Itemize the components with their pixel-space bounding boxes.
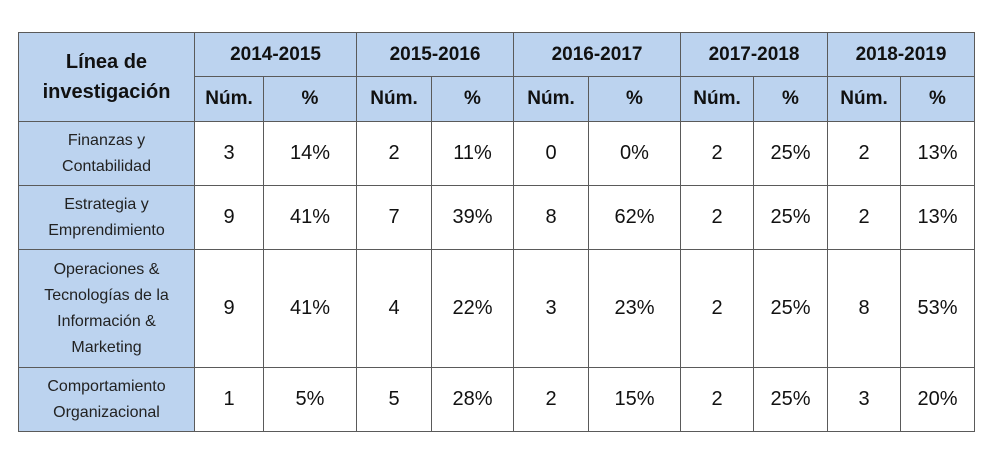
research-lines-table-container: Línea de investigación 2014-2015 2015-20… bbox=[18, 32, 975, 432]
count-cell: 2 bbox=[680, 185, 754, 250]
count-cell: 1 bbox=[194, 367, 264, 432]
count-cell: 8 bbox=[513, 185, 589, 250]
percent-cell: 13% bbox=[900, 121, 975, 186]
count-subheader: Núm. bbox=[827, 76, 901, 122]
research-lines-table: Línea de investigación 2014-2015 2015-20… bbox=[18, 32, 975, 432]
research-line-label: Operaciones & Tecnologías de la Informació… bbox=[18, 249, 195, 368]
count-cell: 2 bbox=[827, 185, 901, 250]
percent-cell: 25% bbox=[753, 121, 828, 186]
percent-subheader: % bbox=[588, 76, 681, 122]
year-header-2017-2018: 2017-2018 bbox=[680, 32, 828, 77]
count-cell: 5 bbox=[356, 367, 432, 432]
year-header-2015-2016: 2015-2016 bbox=[356, 32, 514, 77]
count-cell: 3 bbox=[194, 121, 264, 186]
count-subheader: Núm. bbox=[680, 76, 754, 122]
count-cell: 9 bbox=[194, 249, 264, 368]
percent-cell: 13% bbox=[900, 185, 975, 250]
count-cell: 2 bbox=[513, 367, 589, 432]
percent-cell: 53% bbox=[900, 249, 975, 368]
year-header-2016-2017: 2016-2017 bbox=[513, 32, 681, 77]
percent-cell: 23% bbox=[588, 249, 681, 368]
research-line-label-line: Marketing bbox=[71, 338, 142, 356]
count-cell: 0 bbox=[513, 121, 589, 186]
count-cell: 2 bbox=[680, 121, 754, 186]
percent-cell: 0% bbox=[588, 121, 681, 186]
count-subheader: Núm. bbox=[194, 76, 264, 122]
percent-cell: 15% bbox=[588, 367, 681, 432]
research-line-label-line: Estrategia y bbox=[64, 195, 149, 213]
count-subheader: Núm. bbox=[356, 76, 432, 122]
percent-cell: 25% bbox=[753, 249, 828, 368]
table-row: Estrategia y Emprendimiento 9 41% 7 39% 8 62% 2 2… bbox=[18, 185, 975, 250]
count-cell: 2 bbox=[827, 121, 901, 186]
research-line-label-line: Información & bbox=[57, 312, 156, 330]
table-row: Comportamiento Organizacional 1 5% 5 28% 2 15% 2… bbox=[18, 367, 975, 432]
percent-cell: 14% bbox=[263, 121, 357, 186]
count-cell: 2 bbox=[356, 121, 432, 186]
research-line-label-line: Emprendimiento bbox=[48, 221, 165, 239]
count-cell: 2 bbox=[680, 367, 754, 432]
table-row: Operaciones & Tecnologías de la Informació… bbox=[18, 249, 975, 368]
research-line-label: Comportamiento Organizacional bbox=[18, 367, 195, 432]
count-cell: 4 bbox=[356, 249, 432, 368]
research-line-label-line: Tecnologías de la bbox=[44, 286, 169, 304]
research-line-label: Estrategia y Emprendimiento bbox=[18, 185, 195, 250]
percent-cell: 11% bbox=[431, 121, 514, 186]
percent-cell: 28% bbox=[431, 367, 514, 432]
subheader-row: Núm. % Núm. % Núm. % Núm. % Núm. % bbox=[19, 76, 975, 122]
percent-subheader: % bbox=[753, 76, 828, 122]
research-line-label-line: Comportamiento bbox=[47, 377, 166, 395]
table-body: Finanzas y Contabilidad 3 14% 2 11% 0 0% 2 25% 2 13… bbox=[18, 121, 975, 432]
year-header-2014-2015: 2014-2015 bbox=[194, 32, 357, 77]
percent-subheader: % bbox=[900, 76, 975, 122]
research-line-label-line: Operaciones & bbox=[53, 260, 160, 278]
percent-cell: 20% bbox=[900, 367, 975, 432]
research-line-label: Finanzas y Contabilidad bbox=[18, 121, 195, 186]
count-cell: 3 bbox=[827, 367, 901, 432]
year-header-2018-2019: 2018-2019 bbox=[827, 32, 975, 77]
count-subheader: Núm. bbox=[513, 76, 589, 122]
percent-cell: 62% bbox=[588, 185, 681, 250]
percent-subheader: % bbox=[263, 76, 357, 122]
percent-cell: 41% bbox=[263, 249, 357, 368]
percent-cell: 41% bbox=[263, 185, 357, 250]
research-line-label-line: Finanzas y bbox=[67, 131, 146, 149]
count-cell: 3 bbox=[513, 249, 589, 368]
percent-cell: 25% bbox=[753, 185, 828, 250]
percent-cell: 25% bbox=[753, 367, 828, 432]
percent-cell: 39% bbox=[431, 185, 514, 250]
research-line-label-line: Organizacional bbox=[53, 403, 160, 421]
percent-cell: 5% bbox=[263, 367, 357, 432]
count-cell: 9 bbox=[194, 185, 264, 250]
research-line-header: Línea de investigación bbox=[18, 32, 195, 122]
count-cell: 7 bbox=[356, 185, 432, 250]
percent-subheader: % bbox=[431, 76, 514, 122]
table-row: Finanzas y Contabilidad 3 14% 2 11% 0 0% 2 25% 2 13… bbox=[18, 121, 975, 186]
research-line-label-line: Contabilidad bbox=[62, 157, 151, 175]
count-cell: 2 bbox=[680, 249, 754, 368]
year-header-row: Línea de investigación 2014-2015 2015-20… bbox=[18, 32, 975, 122]
count-cell: 8 bbox=[827, 249, 901, 368]
percent-cell: 22% bbox=[431, 249, 514, 368]
